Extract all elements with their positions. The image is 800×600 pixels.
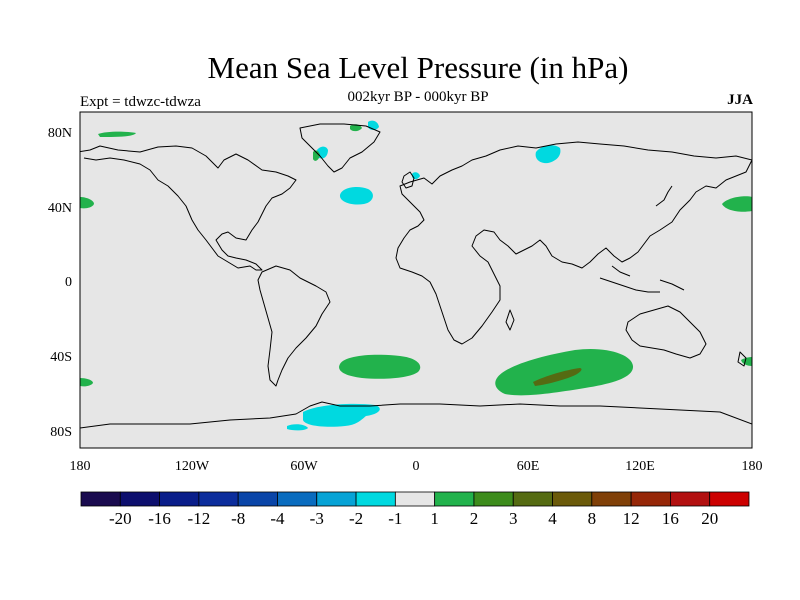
x-axis-ticks: 180 120W 60W 0 60E 120E 180 [70,459,763,474]
map-background [80,112,752,448]
colorbar-swatch [316,491,357,507]
colorbar-swatch [473,491,514,507]
indonesia-coast [599,265,685,293]
x-tick-label: 180 [742,459,763,474]
uk-coast [401,171,415,189]
y-tick-label: 80S [50,425,72,440]
colorbar-swatch [434,491,475,507]
south-america-coast [257,265,331,387]
colorbar-label: -12 [188,509,211,528]
y-tick-label: 80N [48,126,72,141]
colorbar-label: 8 [588,509,597,528]
greenland-north-patch [350,124,362,132]
experiment-label: Expt = tdwzc-tdwza [80,94,201,110]
colorbar [80,491,750,507]
page-subtitle: 002kyr BP - 000kyr BP [347,89,489,105]
south-atlantic-positive-region [339,354,421,379]
colorbar-label: 20 [701,509,718,528]
colorbar-label: -4 [270,509,285,528]
colorbar-label: 2 [470,509,479,528]
madagascar-coast [505,309,515,331]
y-tick-label: 40N [48,201,72,216]
x-tick-label: 0 [413,459,420,474]
colorbar-label: -20 [109,509,132,528]
x-tick-label: 120E [625,459,655,474]
colorbar-swatch [709,491,750,507]
east-pacific-positive-region [741,357,752,366]
greenland-coast [299,123,381,173]
colorbar-swatch [159,491,200,507]
colorbar-swatch [198,491,239,507]
colorbar-label: 3 [509,509,518,528]
colorbar-label: 12 [623,509,640,528]
eurasia-africa-coast [395,141,752,345]
colorbar-swatch [512,491,553,507]
colorbar-swatch [630,491,671,507]
south-indian-core-region [533,368,582,386]
coastline-layer [80,123,752,429]
arctic-positive-region [98,131,136,137]
colorbar-label: 4 [548,509,557,528]
y-axis-ticks: 80N 40N 0 40S 80S [48,126,72,440]
colorbar-swatch [552,491,593,507]
colorbar-label: -16 [148,509,171,528]
north-pacific-west-positive-region [80,197,94,209]
anomaly-layer [80,120,752,431]
map-border [79,111,753,449]
north-pacific-east-positive-region [722,196,752,212]
x-tick-label: 120W [175,459,210,474]
north-atlantic-negative-region [339,187,373,205]
colorbar-label: -8 [231,509,245,528]
y-tick-label: 40S [50,350,72,365]
y-tick-label: 0 [65,275,72,290]
greenland-positive-patch [313,150,320,161]
colorbar-label: -1 [388,509,402,528]
page-title: Mean Sea Level Pressure (in hPa) [207,50,629,85]
colorbar-label: -3 [310,509,324,528]
colorbar-swatch [591,491,632,507]
north-america-coast [80,145,297,271]
colorbar-swatch [394,491,436,507]
new-zealand-coast [737,351,747,367]
season-label: JJA [727,92,753,108]
australia-coast [625,305,707,359]
colorbar-label: 1 [430,509,439,528]
japan-coast [655,185,673,207]
colorbar-swatch [80,491,121,507]
x-tick-label: 60W [290,459,318,474]
weddell-negative-region [303,403,380,427]
colorbar-swatch [237,491,278,507]
colorbar-swatch [119,491,160,507]
colorbar-swatch [355,491,396,507]
colorbar-label: 16 [662,509,679,528]
x-tick-label: 180 [70,459,91,474]
colorbar-label: -2 [349,509,363,528]
barents-negative-region [535,145,561,164]
antarctica-coast [80,401,752,429]
x-tick-label: 60E [517,459,540,474]
colorbar-labels: -20 -16 -12 -8 -4 -3 -2 -1 1 2 3 4 8 12 16 20 [109,509,718,528]
southwest-atlantic-positive-region [80,378,93,387]
colorbar-swatch [277,491,318,507]
weddell-negative-tail [287,424,308,431]
colorbar-swatch [670,491,711,507]
